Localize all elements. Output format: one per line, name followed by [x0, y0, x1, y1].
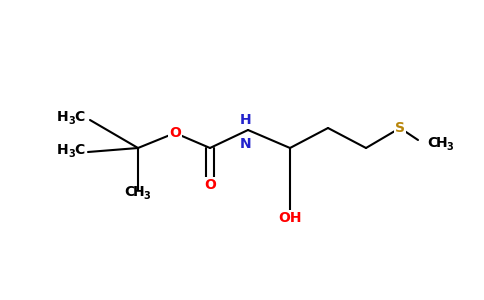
Text: C: C	[74, 143, 84, 157]
Text: H: H	[436, 136, 448, 150]
Text: H: H	[57, 110, 69, 124]
Text: S: S	[395, 121, 405, 135]
Text: H: H	[240, 113, 252, 127]
Text: 3: 3	[143, 191, 150, 201]
Text: O: O	[204, 178, 216, 192]
Text: C: C	[74, 110, 84, 124]
Text: C: C	[427, 136, 437, 150]
Text: O: O	[169, 126, 181, 140]
Text: OH: OH	[278, 211, 302, 225]
Text: H: H	[133, 185, 145, 199]
Text: 3: 3	[68, 116, 75, 126]
Text: H: H	[57, 143, 69, 157]
Text: N: N	[240, 137, 252, 151]
Text: C: C	[124, 185, 134, 199]
Text: 3: 3	[68, 149, 75, 159]
Text: 3: 3	[446, 142, 453, 152]
